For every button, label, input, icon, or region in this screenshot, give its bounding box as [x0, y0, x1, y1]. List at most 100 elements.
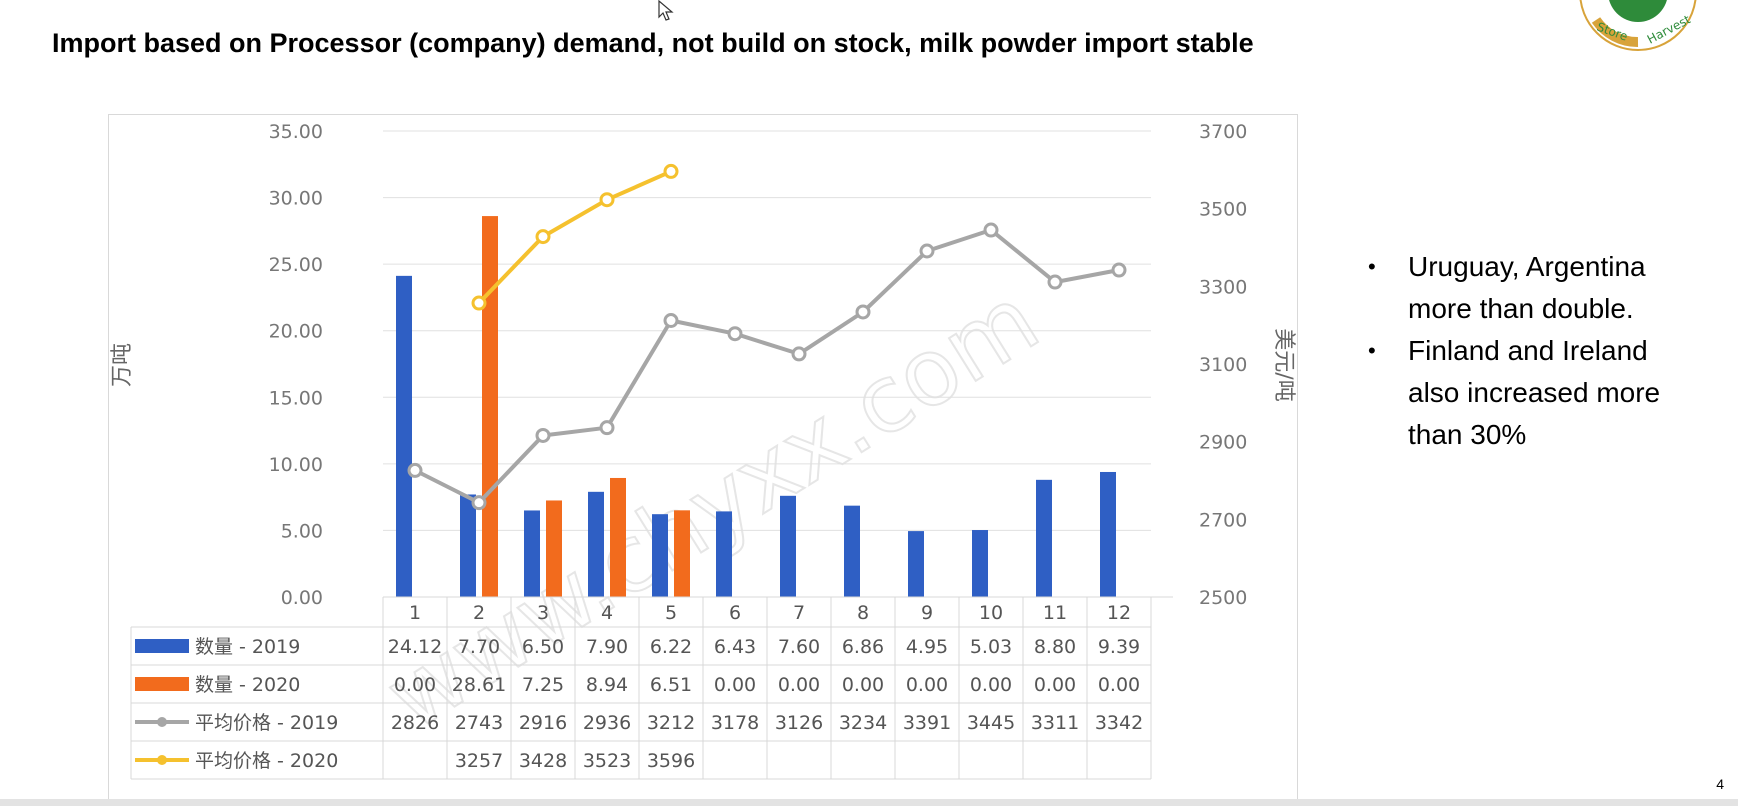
bullet-text: Uruguay, Argentina more than double.: [1408, 251, 1646, 324]
data-label: 3311: [1031, 712, 1079, 734]
legend-marker: [157, 755, 167, 765]
y-left-tick-label: 5.00: [281, 520, 323, 542]
data-label: 9.39: [1098, 636, 1140, 658]
x-tick-label: 2: [473, 602, 485, 624]
bar-2019: [844, 505, 860, 597]
bar-2020: [610, 477, 626, 597]
y-left-tick-label: 20.00: [269, 321, 323, 343]
legend-label: 平均价格 - 2019: [195, 712, 338, 734]
data-label: 3596: [647, 750, 695, 772]
x-tick-label: 11: [1043, 602, 1067, 624]
data-label: 3257: [455, 750, 503, 772]
chart-container: www.chyxx.com 0.00 5.00 10.00 15.00 20.00 25.0…: [108, 114, 1298, 804]
bar-2019: [588, 491, 604, 597]
combo-chart: www.chyxx.com0.005.0010.0015.0020.0025.0…: [110, 121, 1296, 780]
line-point-2019: [855, 304, 871, 320]
y-left-tick-label: 25.00: [269, 254, 323, 276]
bar-2019: [1036, 479, 1052, 597]
x-tick-label: 10: [979, 602, 1003, 624]
bar-2019: [716, 511, 732, 597]
x-tick-label: 1: [409, 602, 421, 624]
mouse-cursor-icon: [658, 0, 674, 21]
line-point-2020: [663, 163, 679, 179]
data-label: 2743: [455, 712, 503, 734]
legend-label: 数量 - 2020: [195, 674, 300, 696]
data-label: 7.60: [778, 636, 820, 658]
x-tick-label: 8: [857, 602, 869, 624]
y-right-tick-label: 2900: [1199, 432, 1247, 454]
slide-title: Import based on Processor (company) dema…: [52, 28, 1254, 58]
data-label: 28.61: [452, 674, 506, 696]
line-point-2019: [791, 346, 807, 362]
data-label: 2916: [519, 712, 567, 734]
line-point-2020: [471, 295, 487, 311]
line-point-2020: [535, 229, 551, 245]
bar-2019: [652, 514, 668, 597]
data-label: 2936: [583, 712, 631, 734]
bar-2020: [546, 500, 562, 597]
bar-2019: [524, 510, 540, 597]
data-label: 3126: [775, 712, 823, 734]
y-right-tick-label: 3100: [1199, 354, 1247, 376]
bar-2019: [396, 275, 412, 597]
legend-swatch: [135, 639, 189, 653]
data-label: 2826: [391, 712, 439, 734]
data-label: 0.00: [1034, 674, 1076, 696]
data-label: 3391: [903, 712, 951, 734]
data-label: 6.50: [522, 636, 564, 658]
data-label: 0.00: [1098, 674, 1140, 696]
data-label: 6.22: [650, 636, 692, 658]
data-label: 0.00: [778, 674, 820, 696]
bar-2019: [780, 495, 796, 597]
y-right-tick-label: 2700: [1199, 509, 1247, 531]
data-label: 3523: [583, 750, 631, 772]
y-left-tick-label: 10.00: [269, 454, 323, 476]
x-tick-label: 12: [1107, 602, 1131, 624]
series-line-2019: [414, 228, 1120, 505]
bar-2020: [482, 216, 498, 597]
line-point-2019: [919, 243, 935, 259]
line-point-2019: [471, 495, 487, 511]
line-point-2019: [1047, 274, 1063, 290]
bar-2020: [674, 510, 690, 597]
data-label: 3342: [1095, 712, 1143, 734]
line-point-2019: [663, 313, 679, 329]
harvest-store-logo: Store Harvest: [1579, 0, 1697, 51]
data-label: 5.03: [970, 636, 1012, 658]
legend-label: 平均价格 - 2020: [195, 750, 338, 772]
y-left-axis-label: 万吨: [110, 343, 135, 387]
data-label: 7.25: [522, 674, 564, 696]
y-left-tick-label: 15.00: [269, 387, 323, 409]
bar-2019: [972, 530, 988, 597]
x-tick-label: 4: [601, 602, 613, 624]
data-label: 7.90: [586, 636, 628, 658]
data-label: 0.00: [906, 674, 948, 696]
y-right-axis-label: 美元/吨: [1271, 328, 1296, 401]
line-point-2019: [599, 420, 615, 436]
data-label: 0.00: [394, 674, 436, 696]
bar-2019: [1100, 471, 1116, 597]
y-right-tick-label: 2500: [1199, 587, 1247, 609]
x-tick-label: 5: [665, 602, 677, 624]
data-label: 0.00: [970, 674, 1012, 696]
bullet-item: • Finland and Ireland also increased mor…: [1368, 330, 1698, 456]
x-tick-label: 3: [537, 602, 549, 624]
data-label: 3234: [839, 712, 887, 734]
legend-label: 数量 - 2019: [195, 636, 300, 658]
y-right-tick-label: 3500: [1199, 199, 1247, 221]
bullet-list: • Uruguay, Argentina more than double. •…: [1368, 246, 1698, 456]
data-label: 3445: [967, 712, 1015, 734]
data-label: 3178: [711, 712, 759, 734]
line-point-2019: [983, 222, 999, 238]
data-label: 4.95: [906, 636, 948, 658]
line-point-2020: [599, 192, 615, 208]
y-left-tick-label: 30.00: [269, 188, 323, 210]
data-label: 6.43: [714, 636, 756, 658]
line-point-2019: [1111, 262, 1127, 278]
line-point-2019: [535, 427, 551, 443]
bar-2019: [908, 531, 924, 597]
line-point-2019: [407, 462, 423, 478]
legend-swatch: [135, 677, 189, 691]
data-label: 0.00: [714, 674, 756, 696]
data-label: 6.86: [842, 636, 884, 658]
